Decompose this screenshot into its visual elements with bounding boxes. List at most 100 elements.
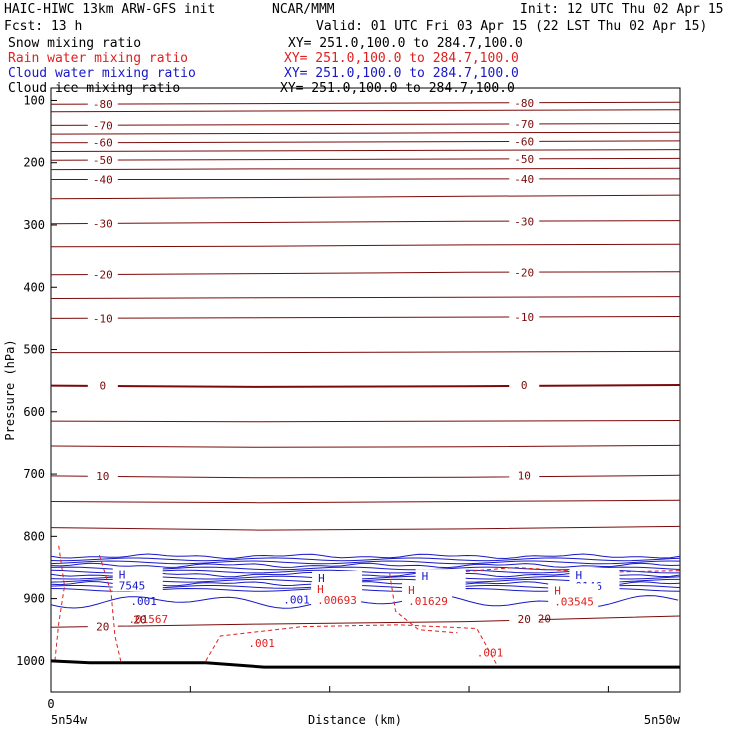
y-tick-label: 300 [23, 218, 45, 232]
isotherm-line [50, 444, 681, 448]
isotherm-line [50, 157, 681, 161]
isotherm-line [50, 109, 681, 113]
isotherm-line [50, 131, 681, 135]
rain-water-contour [54, 545, 66, 661]
y-tick-label: 200 [23, 156, 45, 170]
x-axis-left-endpoint: 5n54w [51, 713, 88, 727]
isotherm-line [50, 271, 681, 276]
max-marker-bg [112, 567, 163, 592]
isotherm-line [50, 474, 681, 479]
max-marker-symbol: H [318, 572, 325, 585]
isotherm-line [50, 220, 681, 225]
isotherm-line [50, 140, 681, 144]
max-marker-symbol: H [422, 570, 429, 583]
max-markers: H7545H6791H7352H9146H.00693H.01629H.0354… [112, 567, 620, 660]
isotherm-label-bg [509, 117, 540, 130]
x-axis-title: Distance (km) [308, 713, 402, 727]
isotherm-label-bg [509, 134, 540, 147]
legend-xy-snow: XY= 251.0,100.0 to 284.7,100.0 [288, 36, 523, 51]
isotherm-label-bg [87, 118, 118, 131]
isotherm-label: -70 [514, 118, 534, 131]
max-marker-bg [311, 582, 362, 607]
legend-xy-rain: XY= 251.0,100.0 to 284.7,100.0 [284, 51, 519, 66]
x-axis-start-label: 0 [47, 697, 54, 711]
contour-label: 20 [538, 612, 551, 625]
isotherm-line [50, 123, 681, 126]
max-marker-symbol: H [119, 568, 126, 581]
isotherm-label: -10 [93, 312, 113, 325]
isotherm-label-bg [87, 216, 118, 229]
init-time: Init: 12 UTC Thu 02 Apr 15 [520, 2, 724, 17]
isotherm-label: 10 [518, 469, 531, 482]
isotherm-label-bg [509, 468, 540, 481]
isotherm-label: -70 [93, 119, 113, 132]
isotherm-label-bg [509, 612, 540, 625]
isotherm-label: -50 [514, 153, 534, 166]
y-tick-label: 500 [23, 343, 45, 357]
y-tick-label: 400 [23, 280, 45, 294]
x-axis-right-endpoint: 5n50w [644, 713, 681, 727]
model-title: HAIC-HIWC 13km ARW-GFS init [4, 2, 215, 17]
max-marker-value: .00693 [317, 594, 357, 607]
isotherm-line [50, 101, 681, 105]
isotherm-line [51, 178, 680, 180]
isotherm-label: -60 [514, 135, 534, 148]
isotherm-label-bg [87, 619, 118, 632]
isotherm-line [50, 316, 681, 319]
legend-label-cloud-water: Cloud water mixing ratio [8, 66, 196, 81]
max-marker-value: .01629 [408, 595, 448, 608]
max-marker-bg [548, 583, 599, 608]
y-tick-label: 800 [23, 529, 45, 543]
isotherm-label: -50 [93, 154, 113, 167]
isotherm-label: 0 [99, 380, 106, 393]
isotherm-label: -80 [93, 98, 113, 111]
isotherm-line [50, 296, 681, 299]
max-marker-symbol: H [408, 584, 415, 597]
isotherm-label: -40 [514, 173, 534, 186]
temperature-isotherms: -80 -80 -70 -70 -60 -60 -50 -50 -40 -40 -30 -30 -20 -… [50, 95, 681, 634]
isotherm-label: -30 [514, 216, 534, 229]
isotherm-line [50, 167, 681, 171]
isotherm-label-bg [87, 172, 118, 185]
plot-frame [50, 87, 681, 693]
isotherm-label: -60 [93, 137, 113, 150]
contour-label: .001 [130, 595, 157, 608]
isotherm-line [50, 420, 681, 423]
isotherm-label: 20 [518, 613, 531, 626]
isotherm-label: 20 [96, 621, 109, 634]
isotherm-label: 10 [96, 470, 109, 483]
isotherm-label-bg [509, 172, 540, 185]
rain-water-contour [389, 573, 458, 634]
isotherm-label-bg [87, 378, 118, 391]
isotherm-label-bg [509, 95, 540, 108]
y-tick-label: 700 [23, 467, 45, 481]
max-marker-symbol: H [575, 569, 582, 582]
max-marker-bg [402, 582, 453, 607]
isotherm-label-bg [509, 265, 540, 278]
isotherm-label-bg [509, 378, 540, 391]
max-marker-value: 7545 [119, 579, 146, 592]
rain-water-contour [438, 566, 681, 575]
isotherm-line [50, 194, 681, 200]
isotherm-label-bg [87, 153, 118, 166]
y-tick-label: 900 [23, 592, 45, 606]
max-marker-symbol: H [554, 584, 561, 597]
y-axis-title: Pressure (hPa) [3, 339, 17, 440]
cloud-water-contour [50, 562, 681, 569]
isotherm-line [50, 615, 681, 628]
isotherm-label-bg [87, 468, 118, 481]
max-marker-value: .03545 [554, 595, 594, 608]
isotherm-label-bg [509, 214, 540, 227]
legend-label-rain: Rain water mixing ratio [8, 51, 188, 66]
isotherm-line [51, 350, 681, 354]
org-label: NCAR/MMM [272, 2, 335, 17]
legend-xy-cloud-water: XY= 251.0,100.0 to 284.7,100.0 [284, 66, 519, 81]
isotherm-label-bg [509, 151, 540, 164]
y-tick-label: 100 [23, 93, 45, 107]
contour-label: 20 [133, 614, 146, 627]
y-tick-label: 1000 [16, 654, 45, 668]
isotherm-label: -20 [514, 267, 534, 280]
max-marker-value: .01567 [128, 613, 168, 626]
legend-label-snow: Snow mixing ratio [8, 36, 141, 51]
